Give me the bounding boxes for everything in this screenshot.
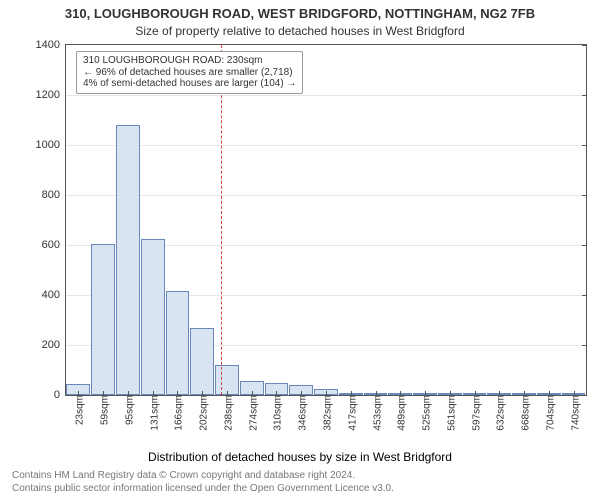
- y-tick-label: 0: [54, 389, 66, 401]
- x-tick-label: 202sqm: [195, 395, 210, 431]
- chart-legend: 310 LOUGHBOROUGH ROAD: 230sqm ← 96% of d…: [76, 51, 303, 94]
- x-tick-label: 740sqm: [566, 395, 581, 431]
- x-tick-label: 632sqm: [492, 395, 507, 431]
- histogram-bar: [141, 239, 165, 395]
- y-tick-label: 800: [42, 189, 66, 201]
- x-tick-label: 668sqm: [517, 395, 532, 431]
- x-tick-label: 310sqm: [269, 395, 284, 431]
- footer-line-2: Contains public sector information licen…: [12, 483, 394, 494]
- histogram-bar: [116, 125, 140, 395]
- histogram-bar: [91, 244, 115, 395]
- x-tick-label: 23sqm: [71, 395, 86, 425]
- y-tick-mark: [582, 345, 587, 346]
- x-tick-label: 597sqm: [467, 395, 482, 431]
- gridline: [66, 95, 586, 96]
- x-tick-label: 131sqm: [145, 395, 160, 431]
- y-tick-mark: [582, 145, 587, 146]
- gridline: [66, 195, 586, 196]
- x-tick-label: 561sqm: [442, 395, 457, 431]
- x-tick-label: 166sqm: [170, 395, 185, 431]
- x-tick-label: 346sqm: [294, 395, 309, 431]
- y-tick-label: 1000: [36, 139, 66, 151]
- x-axis-label: Distribution of detached houses by size …: [0, 450, 600, 464]
- plot-area: 020040060080010001200140023sqm59sqm95sqm…: [65, 44, 587, 396]
- y-tick-mark: [582, 395, 587, 396]
- y-tick-mark: [582, 245, 587, 246]
- y-tick-label: 200: [42, 339, 66, 351]
- x-tick-label: 95sqm: [120, 395, 135, 425]
- y-tick-label: 1200: [36, 89, 66, 101]
- y-tick-mark: [582, 95, 587, 96]
- y-tick-label: 600: [42, 239, 66, 251]
- legend-line: ← 96% of detached houses are smaller (2,…: [83, 67, 296, 79]
- page-title: 310, LOUGHBOROUGH ROAD, WEST BRIDGFORD, …: [0, 6, 600, 21]
- y-tick-mark: [582, 45, 587, 46]
- legend-line: 310 LOUGHBOROUGH ROAD: 230sqm: [83, 55, 296, 67]
- x-tick-label: 525sqm: [418, 395, 433, 431]
- x-tick-label: 238sqm: [219, 395, 234, 431]
- gridline: [66, 145, 586, 146]
- reference-line: [221, 45, 222, 395]
- x-tick-label: 274sqm: [244, 395, 259, 431]
- x-tick-label: 489sqm: [393, 395, 408, 431]
- histogram-bar: [166, 291, 190, 395]
- x-tick-label: 382sqm: [319, 395, 334, 431]
- x-tick-label: 704sqm: [541, 395, 556, 431]
- y-tick-mark: [582, 195, 587, 196]
- histogram-bar: [190, 328, 214, 396]
- x-tick-label: 417sqm: [343, 395, 358, 431]
- chart-container: 310, LOUGHBOROUGH ROAD, WEST BRIDGFORD, …: [0, 0, 600, 500]
- y-tick-label: 1400: [36, 39, 66, 51]
- page-subtitle: Size of property relative to detached ho…: [0, 24, 600, 38]
- y-tick-mark: [582, 295, 587, 296]
- legend-line: 4% of semi-detached houses are larger (1…: [83, 78, 296, 90]
- footer-line-1: Contains HM Land Registry data © Crown c…: [12, 470, 355, 481]
- x-tick-label: 453sqm: [368, 395, 383, 431]
- x-tick-label: 59sqm: [96, 395, 111, 425]
- y-tick-label: 400: [42, 289, 66, 301]
